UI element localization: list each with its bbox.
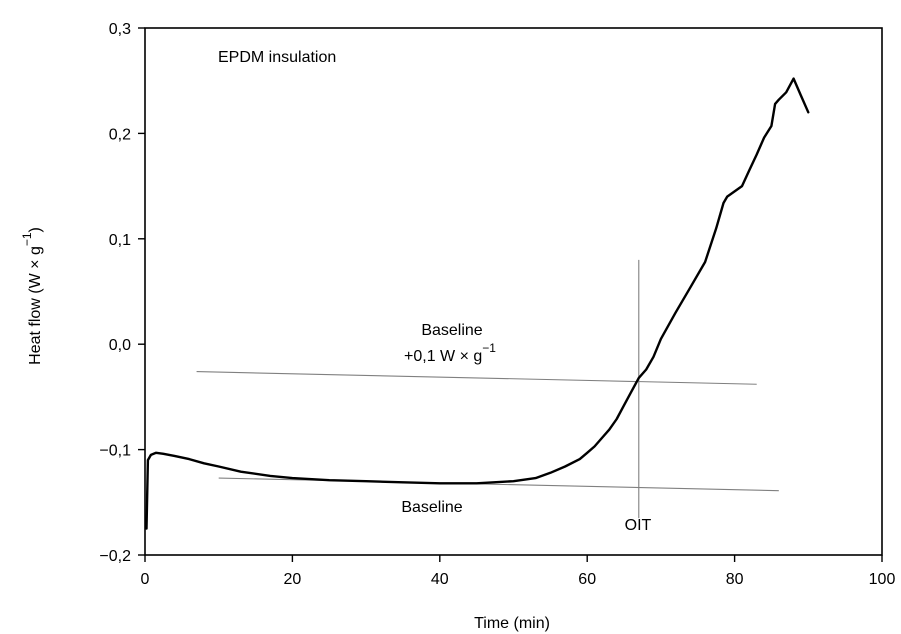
oit-label: OIT xyxy=(625,517,652,534)
x-tick-label: 100 xyxy=(869,571,896,588)
y-axis-label: Heat flow (W × g−1) xyxy=(20,227,44,365)
y-tick-label: 0,1 xyxy=(109,232,131,249)
x-tick-label: 0 xyxy=(141,571,150,588)
upper-baseline-line xyxy=(196,371,757,385)
upper-baseline-label-line2: +0,1 W × g−1 xyxy=(404,341,496,365)
heat-flow-series-line xyxy=(145,77,810,530)
upper-baseline-label-line1: Baseline xyxy=(421,322,482,339)
y-tick-label: −0,1 xyxy=(99,443,131,460)
y-tick-label: −0,2 xyxy=(99,548,131,565)
y-axis-label-close: ) xyxy=(27,227,44,232)
y-tick-label: 0,3 xyxy=(109,21,131,38)
y-axis-label-main: Heat flow (W × g xyxy=(27,246,44,365)
plot-frame xyxy=(144,27,883,556)
series-title-annotation: EPDM insulation xyxy=(218,49,336,66)
upper-baseline-label-sup: −1 xyxy=(482,341,496,355)
baseline-label: Baseline xyxy=(401,499,462,516)
y-tick-label: 0,0 xyxy=(109,337,131,354)
x-tick-label: 80 xyxy=(726,571,744,588)
x-tick-label: 20 xyxy=(284,571,302,588)
upper-baseline-label-main: +0,1 W × g xyxy=(404,348,482,365)
x-tick-label: 40 xyxy=(431,571,449,588)
y-tick-label: 0,2 xyxy=(109,126,131,143)
x-axis-label: Time (min) xyxy=(474,615,550,632)
y-axis-label-sup: −1 xyxy=(20,232,34,246)
x-tick-label: 60 xyxy=(578,571,596,588)
baseline-line xyxy=(218,477,779,492)
